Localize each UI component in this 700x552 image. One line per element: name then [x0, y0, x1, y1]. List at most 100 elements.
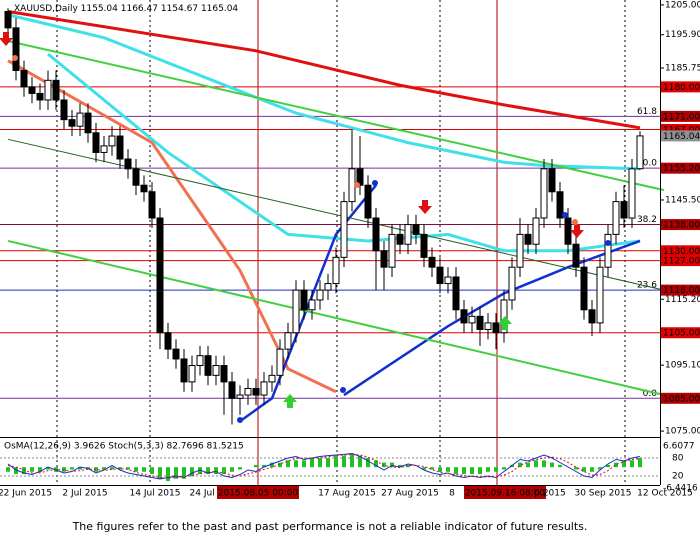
- level-label: 1180.00: [663, 83, 700, 93]
- level-label: 1085.00: [663, 394, 700, 404]
- indicator-line: [7, 239, 665, 396]
- y-tick-label: 1205.00: [665, 0, 700, 10]
- candle-body: [532, 217, 540, 245]
- dot: [237, 417, 243, 423]
- candle-body: [508, 266, 516, 301]
- candle-body: [180, 358, 188, 383]
- osma-bar: [230, 467, 234, 472]
- symbol: XAUUSD,Daily: [14, 4, 78, 14]
- sell-arrow: [0, 32, 13, 46]
- osma-bar: [166, 467, 170, 481]
- osma-bar: [62, 467, 66, 472]
- level-box: [661, 81, 700, 93]
- osma-bar: [254, 464, 258, 468]
- x-label-highlight: [464, 486, 546, 499]
- level-box: [661, 219, 700, 231]
- candle-body: [492, 322, 500, 334]
- candle-body: [332, 256, 340, 285]
- level-label: 1138.00: [663, 221, 700, 231]
- candle-body: [364, 184, 372, 219]
- candle-body: [404, 224, 412, 245]
- candle-body: [300, 289, 308, 311]
- osma-bar: [126, 467, 130, 470]
- osma-bar: [462, 467, 466, 475]
- chart-title: XAUUSD,Daily 1155.04 1166.47 1154.67 116…: [14, 4, 238, 14]
- osma-bar: [550, 462, 554, 468]
- candle-body: [564, 217, 572, 245]
- osma-bar: [150, 467, 154, 475]
- ohlc: 1155.04: [81, 4, 118, 14]
- level-box: [661, 284, 700, 296]
- candle-body: [84, 112, 92, 134]
- osma-bar: [198, 467, 202, 475]
- osma-bar: [214, 467, 218, 475]
- osma-bar: [398, 464, 402, 468]
- candle-body: [28, 86, 36, 94]
- osma-bar: [518, 462, 522, 468]
- candle-body: [68, 119, 76, 127]
- candle-body: [252, 387, 260, 396]
- ohlc: 1154.67: [161, 4, 198, 14]
- osma-bar: [638, 457, 642, 468]
- osma-bar: [406, 464, 410, 468]
- y-tick-label: 1115.20: [665, 295, 700, 305]
- osma-bar: [182, 467, 186, 479]
- candle-body: [396, 233, 404, 245]
- level-box: [661, 162, 700, 174]
- osma-bar: [174, 467, 178, 479]
- osma-bar: [422, 467, 426, 470]
- osma-tick-label: -6.4416: [663, 484, 698, 494]
- level-label: 1127.00: [663, 257, 700, 267]
- osma-bar: [286, 460, 290, 468]
- x-tick-label: 24 Jul 2015: [190, 489, 241, 499]
- candle-body: [260, 381, 268, 396]
- candle-body: [20, 69, 28, 88]
- candle-body: [188, 365, 196, 383]
- last-price-label: 1165.04: [663, 132, 700, 142]
- candle-body: [44, 79, 52, 101]
- x-tick-label: 2015.08.05 00:00: [218, 489, 299, 499]
- dot: [372, 180, 378, 186]
- candle-body: [12, 27, 20, 71]
- last-price-box: [661, 130, 700, 142]
- osma-bar: [310, 457, 314, 468]
- dot: [572, 219, 578, 225]
- candle-body: [196, 355, 204, 367]
- x-tick-label: 17 Aug 2015: [318, 489, 376, 499]
- candle-body: [116, 135, 124, 160]
- osma-bar: [606, 464, 610, 468]
- osma-bar: [14, 467, 18, 475]
- x-tick-label: 22 Jun 2015: [0, 489, 52, 499]
- osma-bar: [78, 467, 82, 470]
- osma-bar: [110, 467, 114, 470]
- candle-body: [604, 233, 612, 268]
- level-label: 1105.00: [663, 329, 700, 339]
- osma-bar: [502, 467, 506, 470]
- osma-bar: [390, 462, 394, 468]
- footer: The figures refer to the past and past p…: [72, 520, 588, 533]
- candle-body: [500, 299, 508, 334]
- osma-bar: [454, 467, 458, 475]
- osma-bar: [262, 464, 266, 468]
- y-tick-label: 1145.50: [665, 195, 700, 205]
- osma-bar: [526, 462, 530, 468]
- osma-bar: [334, 455, 338, 468]
- candle-body: [284, 332, 292, 350]
- osma-bar: [190, 467, 194, 477]
- candle-body: [220, 365, 228, 383]
- candle-body: [420, 233, 428, 258]
- osma-bar: [318, 457, 322, 468]
- osma-bar: [446, 467, 450, 472]
- x-tick-label: p 2015: [534, 489, 565, 499]
- osma-bar: [94, 467, 98, 472]
- level-box: [661, 123, 700, 135]
- osma-bar: [270, 462, 274, 468]
- candle-body: [476, 315, 484, 330]
- candle-body: [540, 168, 548, 219]
- osma-bar: [70, 467, 74, 470]
- x-tick-label: 14 Jul 2015: [130, 489, 181, 499]
- candle-body: [292, 289, 300, 334]
- osma-bar: [326, 457, 330, 468]
- stoch-line: [7, 452, 641, 480]
